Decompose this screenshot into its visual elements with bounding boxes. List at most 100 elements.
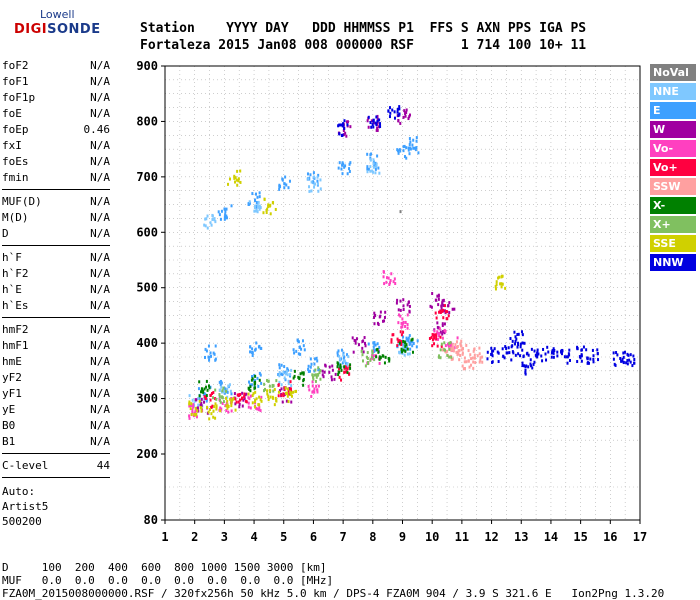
data-point: [285, 392, 288, 396]
data-point: [399, 308, 402, 312]
data-point: [623, 350, 626, 354]
data-point: [200, 397, 203, 401]
param-group-3: h`F N/A h`F2 N/A h`E N/A h`Es N/A: [2, 250, 110, 314]
data-point: [400, 321, 403, 325]
data-point: [319, 369, 322, 373]
data-point: [446, 310, 449, 314]
data-point: [349, 363, 352, 367]
data-point: [256, 204, 259, 208]
data-point: [585, 348, 588, 352]
data-point: [369, 358, 372, 362]
data-point: [436, 294, 439, 298]
data-point: [544, 352, 547, 356]
data-point: [208, 358, 211, 362]
data-point: [400, 333, 403, 337]
data-point: [239, 180, 242, 184]
data-point: [254, 198, 257, 202]
data-point: [319, 187, 322, 191]
data-point: [401, 325, 404, 329]
data-point: [375, 348, 378, 352]
data-point: [218, 393, 221, 397]
data-point: [193, 412, 196, 416]
data-point: [317, 189, 320, 193]
data-point: [307, 364, 310, 368]
data-point: [465, 343, 468, 347]
param-value: N/A: [90, 323, 110, 336]
param-value: N/A: [90, 59, 110, 72]
data-point: [266, 392, 269, 396]
data-point: [237, 400, 240, 404]
y-tick-labels: 80 200 300 400 500 600 700 800 900: [136, 59, 165, 527]
data-point: [540, 354, 543, 358]
data-point: [281, 178, 284, 182]
data-point: [229, 389, 232, 393]
data-point: [437, 337, 440, 341]
data-point: [236, 169, 239, 173]
data-point: [408, 352, 411, 356]
data-point: [254, 386, 257, 390]
data-point: [455, 345, 458, 349]
param-row: hmF1 N/A: [2, 338, 110, 354]
data-point: [267, 379, 270, 383]
data-point: [409, 140, 412, 144]
data-point: [438, 327, 441, 331]
data-point: [250, 375, 253, 379]
data-point: [345, 120, 348, 124]
data-point: [436, 325, 439, 329]
header-line-2: Fortaleza 2015 Jan08 008 000000 RSF 1 71…: [140, 38, 587, 53]
data-point: [315, 373, 318, 377]
data-point: [435, 316, 438, 320]
data-point: [207, 344, 210, 348]
data-point: [463, 360, 466, 364]
data-point: [248, 387, 251, 391]
data-point: [400, 325, 403, 329]
data-point: [462, 367, 465, 371]
data-point: [258, 395, 261, 399]
data-point: [193, 411, 196, 415]
data-point: [626, 362, 629, 366]
param-value: N/A: [90, 299, 110, 312]
param-row: h`Es N/A: [2, 298, 110, 314]
data-point: [374, 313, 377, 317]
data-point: [256, 195, 259, 199]
data-point: [415, 136, 418, 140]
data-point: [403, 144, 406, 148]
data-point: [315, 375, 318, 379]
data-point: [364, 341, 367, 345]
param-label: foF1p: [2, 91, 36, 104]
data-point: [337, 166, 340, 170]
data-point: [204, 395, 207, 399]
data-point: [272, 201, 275, 205]
data-point: [225, 216, 228, 220]
data-point: [224, 389, 227, 393]
data-point: [311, 390, 314, 394]
data-point: [188, 402, 191, 406]
data-point: [268, 384, 271, 388]
param-value: N/A: [90, 91, 110, 104]
data-point: [616, 353, 619, 357]
data-point: [404, 320, 407, 324]
data-point: [361, 353, 364, 357]
data-point: [407, 148, 410, 152]
data-point: [369, 158, 372, 162]
data-point: [345, 366, 348, 370]
x-tick-label: 4: [250, 530, 257, 544]
data-point: [211, 217, 214, 221]
data-point: [230, 409, 233, 413]
data-point: [240, 397, 243, 401]
param-group-1: foF2 N/A foF1 N/A foF1p N/A foE N/A foEp 0.46 fxI N…: [2, 58, 110, 186]
data-point: [316, 179, 319, 183]
data-point: [277, 390, 280, 394]
param-row: fmin N/A: [2, 170, 110, 186]
data-point: [632, 354, 635, 358]
data-point: [301, 371, 304, 375]
separator: [2, 317, 110, 318]
data-point: [204, 347, 207, 351]
data-point: [392, 280, 395, 284]
y-tick-label: 700: [136, 170, 158, 184]
data-point: [377, 350, 380, 354]
data-point: [377, 125, 380, 129]
data-point: [467, 349, 470, 353]
param-label: foEs: [2, 155, 29, 168]
data-point: [402, 344, 405, 348]
